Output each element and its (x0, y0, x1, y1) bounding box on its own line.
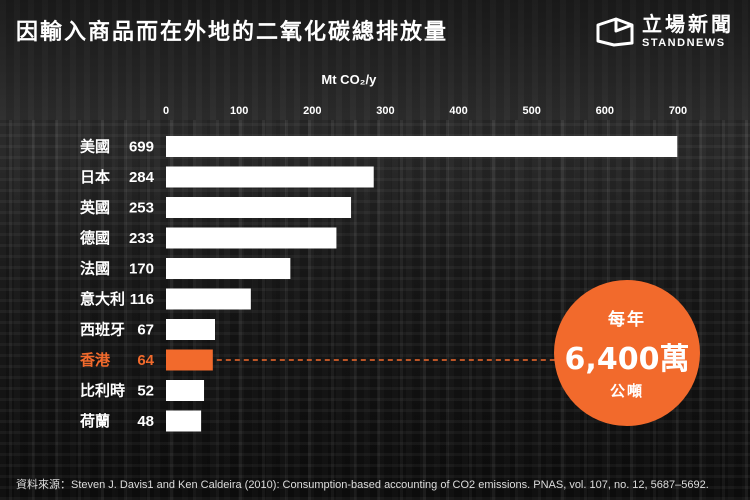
category-label: 荷蘭 (80, 412, 110, 430)
logo-name-cn: 立場新聞 (642, 12, 734, 36)
bar (166, 410, 202, 432)
value-label: 52 (137, 383, 154, 400)
bar (166, 227, 337, 249)
category-label: 意大利 (80, 290, 125, 308)
value-label: 233 (129, 230, 154, 247)
category-label: 比利時 (80, 382, 125, 400)
bar (166, 136, 678, 157)
bar (166, 349, 213, 371)
value-label: 48 (137, 413, 154, 430)
category-label: 日本 (80, 168, 110, 186)
category-label: 英國 (80, 199, 110, 217)
x-tick-label: 600 (596, 105, 614, 117)
category-label: 美國 (80, 138, 110, 156)
bar (166, 288, 251, 310)
category-label: 香港 (80, 351, 111, 369)
x-tick-label: 100 (230, 105, 248, 117)
value-label: 284 (129, 169, 155, 186)
logo-name-en: STANDNEWS (642, 37, 726, 49)
bar (166, 258, 291, 279)
badge-period: 每年 (608, 310, 646, 330)
badge-value: 6,400萬 (564, 342, 690, 377)
x-tick-label: 300 (376, 105, 394, 117)
badge-unit: 公噸 (609, 382, 644, 400)
x-tick-label: 700 (669, 105, 687, 117)
chart-title: 因輸入商品而在外地的二氧化碳總排放量 (16, 20, 449, 45)
total-emissions-badge: 每年 6,400萬 公噸 (554, 280, 700, 426)
x-tick-label: 0 (163, 105, 169, 117)
bar (166, 319, 216, 340)
bar (166, 166, 374, 188)
value-label: 253 (129, 200, 154, 217)
x-tick-label: 400 (449, 105, 467, 117)
bar (166, 380, 205, 401)
category-label: 西班牙 (80, 321, 125, 339)
x-axis-label: Mt CO₂/y (321, 72, 377, 87)
x-tick-label: 500 (523, 105, 541, 117)
bar (166, 197, 352, 218)
value-label: 64 (137, 352, 154, 369)
source-note: 資料來源：Steven J. Davis1 and Ken Caldeira (… (16, 479, 709, 491)
standnews-logo: 立場新聞 STANDNEWS (596, 14, 734, 49)
value-label: 116 (130, 291, 154, 308)
category-label: 德國 (80, 229, 110, 247)
value-label: 699 (129, 139, 154, 156)
logo-icon (596, 17, 634, 46)
x-tick-label: 200 (303, 105, 321, 117)
value-label: 170 (129, 261, 154, 278)
value-label: 67 (137, 322, 154, 339)
category-label: 法國 (80, 260, 110, 278)
